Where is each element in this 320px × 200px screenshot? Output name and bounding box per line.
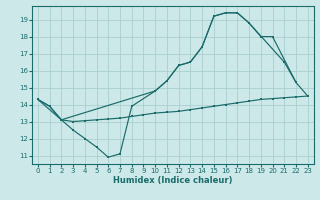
X-axis label: Humidex (Indice chaleur): Humidex (Indice chaleur) bbox=[113, 176, 233, 185]
